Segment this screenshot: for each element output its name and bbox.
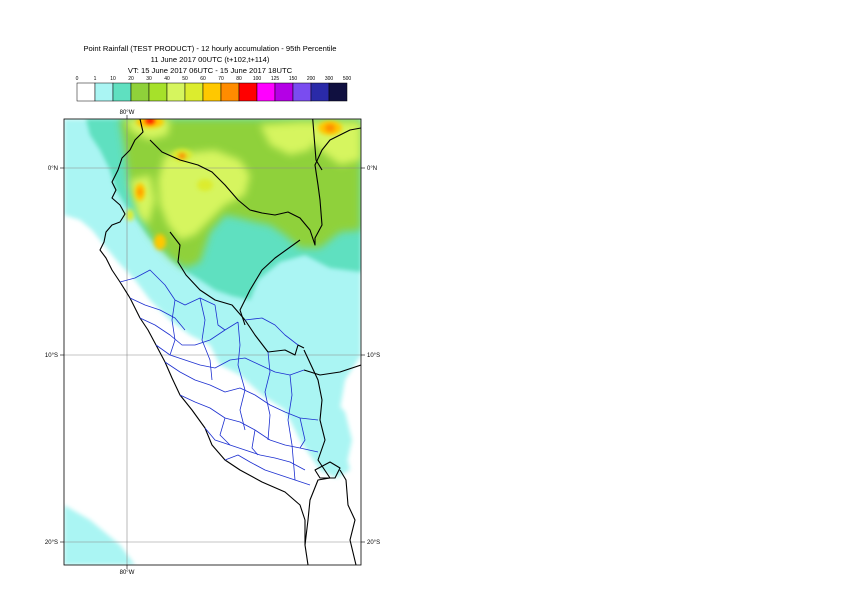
lat-label-0-right: 0°N: [367, 166, 377, 172]
map-title-line1: Point Rainfall (TEST PRODUCT) - 12 hourl…: [83, 44, 337, 53]
lat-label-20-left: 20°S: [45, 540, 58, 546]
rain-field-30-50: [125, 119, 361, 240]
graticule: [64, 119, 361, 565]
map-title-line2: 11 June 2017 00UTC (t+102,t+114): [150, 55, 270, 64]
lat-label-10-right: 10°S: [367, 353, 380, 359]
map-title-line3: VT: 15 June 2017 06UTC - 15 June 2017 18…: [127, 66, 293, 75]
rain-field-80-plus: [138, 119, 335, 196]
lon-label-bottom: 80°W: [120, 570, 135, 576]
map-frame: [63, 118, 362, 566]
department-borders: [119, 269, 319, 486]
axis-ticks: [60, 115, 365, 569]
lat-label-0-left: 0°N: [48, 166, 58, 172]
lat-label-10-left: 10°S: [45, 353, 58, 359]
lon-label-top: 80°W: [120, 110, 135, 116]
lat-label-20-right: 20°S: [367, 540, 380, 546]
